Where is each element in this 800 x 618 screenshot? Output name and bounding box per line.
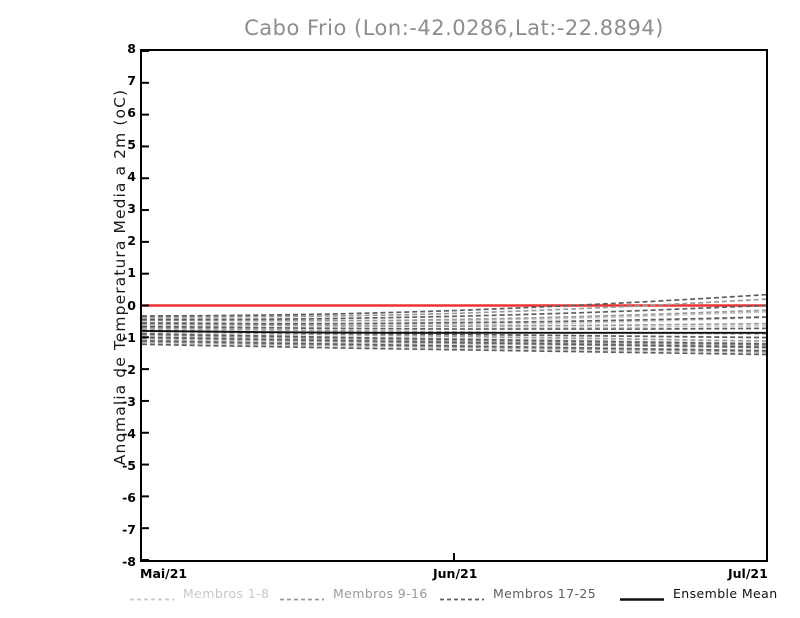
- legend-label: Ensemble Mean: [673, 586, 778, 601]
- y-tick-label: 1: [127, 265, 136, 281]
- y-tick-label: -1: [122, 329, 136, 345]
- y-tick-label: -3: [122, 393, 136, 409]
- y-tick-label: 0: [127, 297, 136, 313]
- page-title: Cabo Frio (Lon:-42.0286,Lat:-22.8894): [244, 16, 664, 40]
- y-tick-label: -6: [122, 489, 136, 505]
- legend-line-swatch: [620, 589, 664, 601]
- legend-item[interactable]: Membros 17-25: [440, 586, 596, 601]
- y-tick-label: -8: [122, 554, 136, 569]
- member-line-22: [142, 332, 766, 345]
- member-line-13: [142, 330, 766, 342]
- y-tick-label: 2: [127, 233, 136, 249]
- member-line-24: [142, 339, 766, 352]
- member-line-20: [142, 325, 766, 330]
- chart-legend: Membros 1-8 Membros 9-16 Membros 17-25 Ense…: [130, 586, 780, 604]
- legend-label: Membros 1-8: [183, 586, 270, 601]
- member-line-11: [142, 322, 766, 328]
- y-tick-label: -4: [122, 425, 136, 441]
- y-tick-label: -2: [122, 361, 136, 377]
- x-tick-label: Jul/21: [728, 566, 768, 581]
- plot-area: [140, 49, 768, 562]
- legend-item[interactable]: Membros 1-8: [130, 586, 269, 601]
- legend-line-swatch: [440, 589, 484, 601]
- member-line-25: [142, 343, 766, 356]
- member-line-14: [142, 333, 766, 347]
- y-tick-label: 4: [127, 169, 136, 185]
- x-axis-tick-labels: Mai/21 Jun/21 Jul/21: [140, 566, 768, 584]
- legend-label: Membros 17-25: [493, 586, 597, 601]
- y-tick-label: 3: [127, 201, 136, 217]
- y-tick-label: 6: [127, 105, 136, 121]
- member-line-9: [142, 298, 766, 318]
- member-line-10: [142, 309, 766, 322]
- legend-item[interactable]: Membros 9-16: [280, 586, 428, 601]
- x-tick-label: Jun/21: [433, 566, 478, 581]
- legend-line-swatch: [280, 589, 324, 601]
- y-tick-label: 5: [127, 137, 136, 153]
- member-line-8: [142, 342, 766, 354]
- legend-item[interactable]: Ensemble Mean: [620, 586, 778, 601]
- member-line-19: [142, 316, 766, 325]
- y-tick-label: -7: [122, 521, 136, 537]
- legend-line-swatch: [130, 589, 174, 601]
- y-axis-tick-labels: 8 7 6 5 4 3 2 1 0 -1 -2 -3 -4 -5 -6 -7 -8: [96, 42, 136, 567]
- member-line-18: [142, 304, 766, 321]
- y-tick-label: -5: [122, 457, 136, 473]
- y-tick-label: 7: [127, 73, 136, 89]
- x-tick-label: Mai/21: [140, 566, 188, 581]
- legend-label: Membros 9-16: [333, 586, 428, 601]
- y-tick-label: 8: [127, 41, 136, 56]
- member-line-17: [142, 293, 766, 317]
- plot-canvas: [142, 51, 766, 560]
- member-line-16: [142, 340, 766, 353]
- ensemble-mean-line: [142, 330, 766, 334]
- member-line-23: [142, 336, 766, 349]
